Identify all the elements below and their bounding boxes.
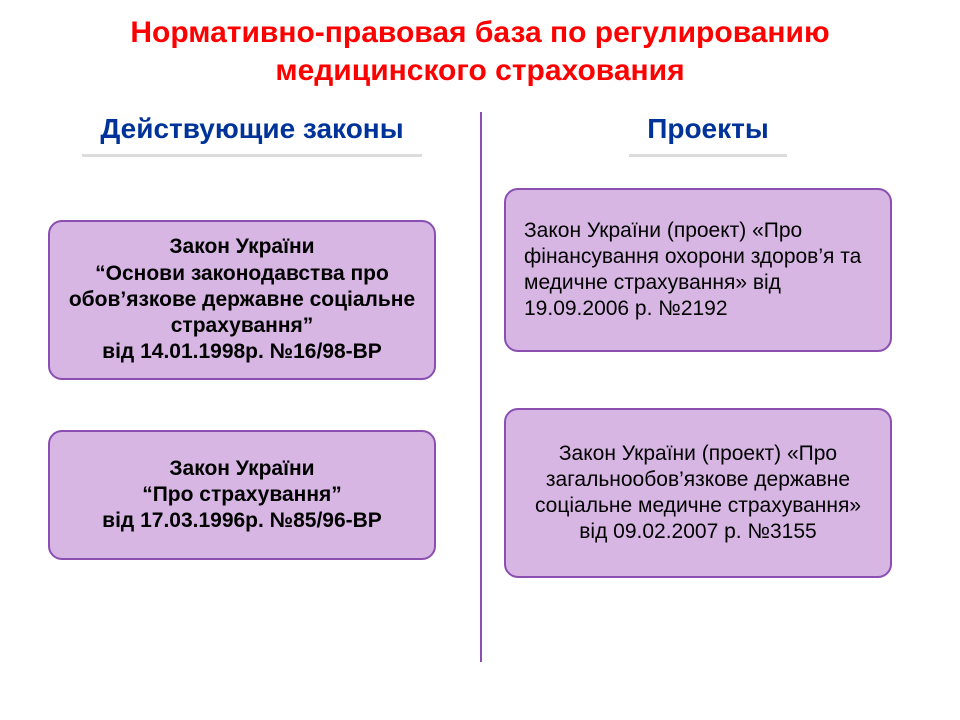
law-card-project-1: Закон України (проект) «Про фінансування… [504,188,892,352]
right-column-header: Проекты [629,108,787,157]
law-card-active-1-text: Закон України“Основи законодавства про о… [68,234,416,365]
left-header-wrap: Действующие законы [48,108,456,157]
law-card-project-1-text: Закон України (проект) «Про фінансування… [524,218,872,323]
right-header-wrap: Проекты [504,108,912,157]
left-column: Действующие законы Закон України“Основи … [0,108,480,700]
slide: Нормативно-правовая база по регулировани… [0,0,960,720]
law-card-active-2-text: Закон України“Про страхування”від 17.03.… [68,456,416,535]
columns: Действующие законы Закон України“Основи … [0,108,960,700]
slide-title: Нормативно-правовая база по регулировани… [0,0,960,91]
law-card-project-2: Закон України (проект) «Про загальнообов… [504,408,892,578]
left-column-header: Действующие законы [82,108,421,157]
law-card-active-2: Закон України“Про страхування”від 17.03.… [48,430,436,560]
right-column: Проекты Закон України (проект) «Про фіна… [480,108,960,700]
law-card-project-2-text: Закон України (проект) «Про загальнообов… [524,441,872,546]
law-card-active-1: Закон України“Основи законодавства про о… [48,220,436,380]
